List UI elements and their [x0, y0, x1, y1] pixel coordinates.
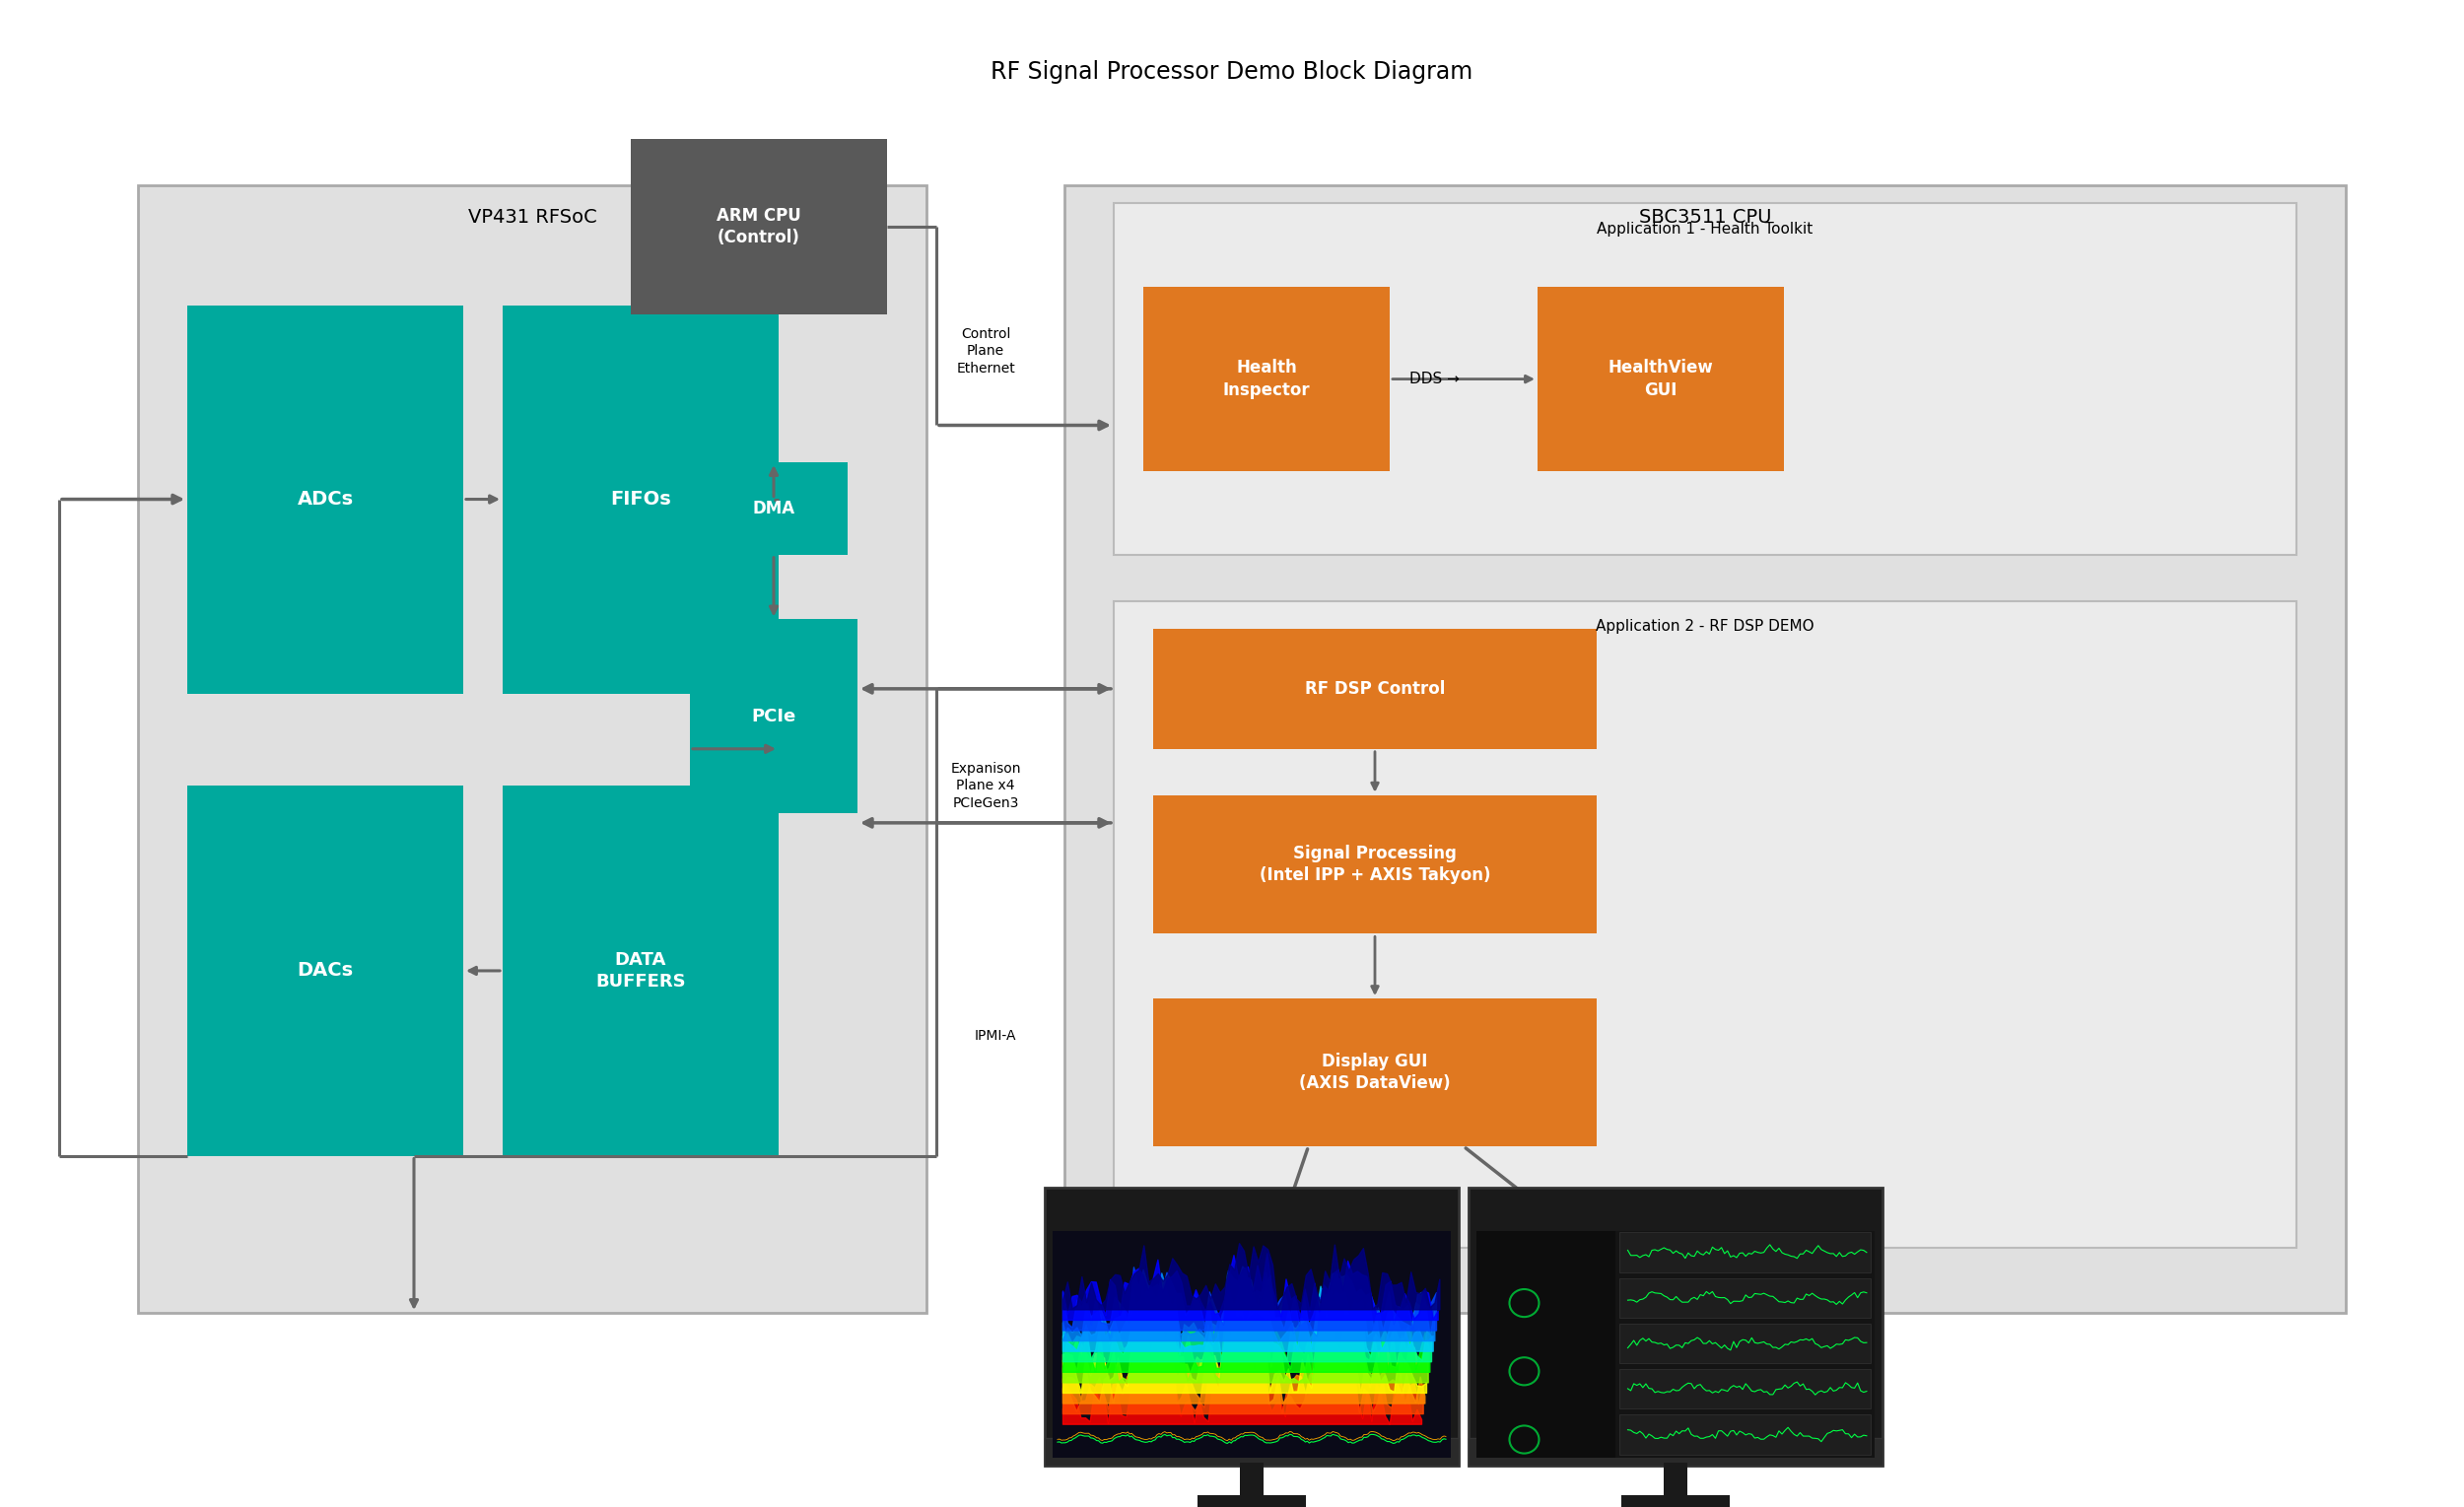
Bar — [1153, 796, 1597, 934]
Bar — [1619, 1415, 1870, 1454]
Bar — [1045, 1188, 1459, 1465]
Text: ADCs: ADCs — [298, 490, 352, 509]
Text: SBC3511 CPU: SBC3511 CPU — [1639, 208, 1772, 226]
Bar — [1153, 628, 1597, 749]
Text: Application 2 - RF DSP DEMO: Application 2 - RF DSP DEMO — [1597, 619, 1814, 634]
Text: FIFOs: FIFOs — [611, 490, 670, 509]
Text: DATA
BUFFERS: DATA BUFFERS — [596, 951, 685, 990]
Bar — [187, 304, 463, 693]
Bar — [503, 785, 779, 1156]
Text: RF DSP Control: RF DSP Control — [1306, 680, 1444, 698]
Bar — [1469, 1188, 1882, 1465]
Bar — [1621, 1495, 1730, 1507]
Bar — [1064, 185, 2346, 1313]
Bar — [1476, 1231, 1616, 1457]
Bar — [700, 463, 848, 555]
Bar — [138, 185, 926, 1313]
Bar — [1198, 1495, 1306, 1507]
Bar — [1469, 1438, 1882, 1465]
Bar — [1143, 286, 1390, 472]
Text: DACs: DACs — [298, 961, 352, 980]
Text: Health
Inspector: Health Inspector — [1222, 359, 1311, 399]
Text: Application 1 - Health Toolkit: Application 1 - Health Toolkit — [1597, 222, 1814, 237]
Text: HealthView
GUI: HealthView GUI — [1609, 359, 1712, 399]
Text: Expanison
Plane x4
PCIeGen3: Expanison Plane x4 PCIeGen3 — [951, 763, 1020, 809]
Bar — [1619, 1278, 1870, 1317]
Bar — [1114, 601, 2296, 1248]
Text: IPMI-A: IPMI-A — [976, 1029, 1018, 1043]
Text: Display GUI
(AXIS DataView): Display GUI (AXIS DataView) — [1299, 1053, 1451, 1093]
Text: DMA: DMA — [752, 500, 796, 517]
Bar — [1663, 1463, 1688, 1498]
Bar — [1538, 286, 1784, 472]
Bar — [1052, 1231, 1451, 1457]
Text: Control
Plane
Ethernet: Control Plane Ethernet — [956, 327, 1015, 375]
Bar — [187, 785, 463, 1156]
Bar — [1619, 1368, 1870, 1409]
Bar — [1114, 203, 2296, 555]
Text: PCIe: PCIe — [752, 708, 796, 725]
Text: Signal Processing
(Intel IPP + AXIS Takyon): Signal Processing (Intel IPP + AXIS Taky… — [1259, 844, 1491, 885]
Bar — [690, 619, 857, 814]
Text: ARM CPU
(Control): ARM CPU (Control) — [717, 206, 801, 246]
Bar — [1239, 1463, 1264, 1498]
Bar — [1153, 999, 1597, 1147]
Bar — [1619, 1233, 1870, 1272]
Bar — [1045, 1438, 1459, 1465]
Text: VP431 RFSoC: VP431 RFSoC — [468, 208, 596, 226]
Bar — [503, 304, 779, 693]
Text: RF Signal Processor Demo Block Diagram: RF Signal Processor Demo Block Diagram — [991, 60, 1473, 84]
Bar — [1619, 1323, 1870, 1364]
Bar — [1476, 1231, 1875, 1457]
Bar — [631, 139, 887, 315]
Text: DDS →: DDS → — [1409, 372, 1459, 386]
